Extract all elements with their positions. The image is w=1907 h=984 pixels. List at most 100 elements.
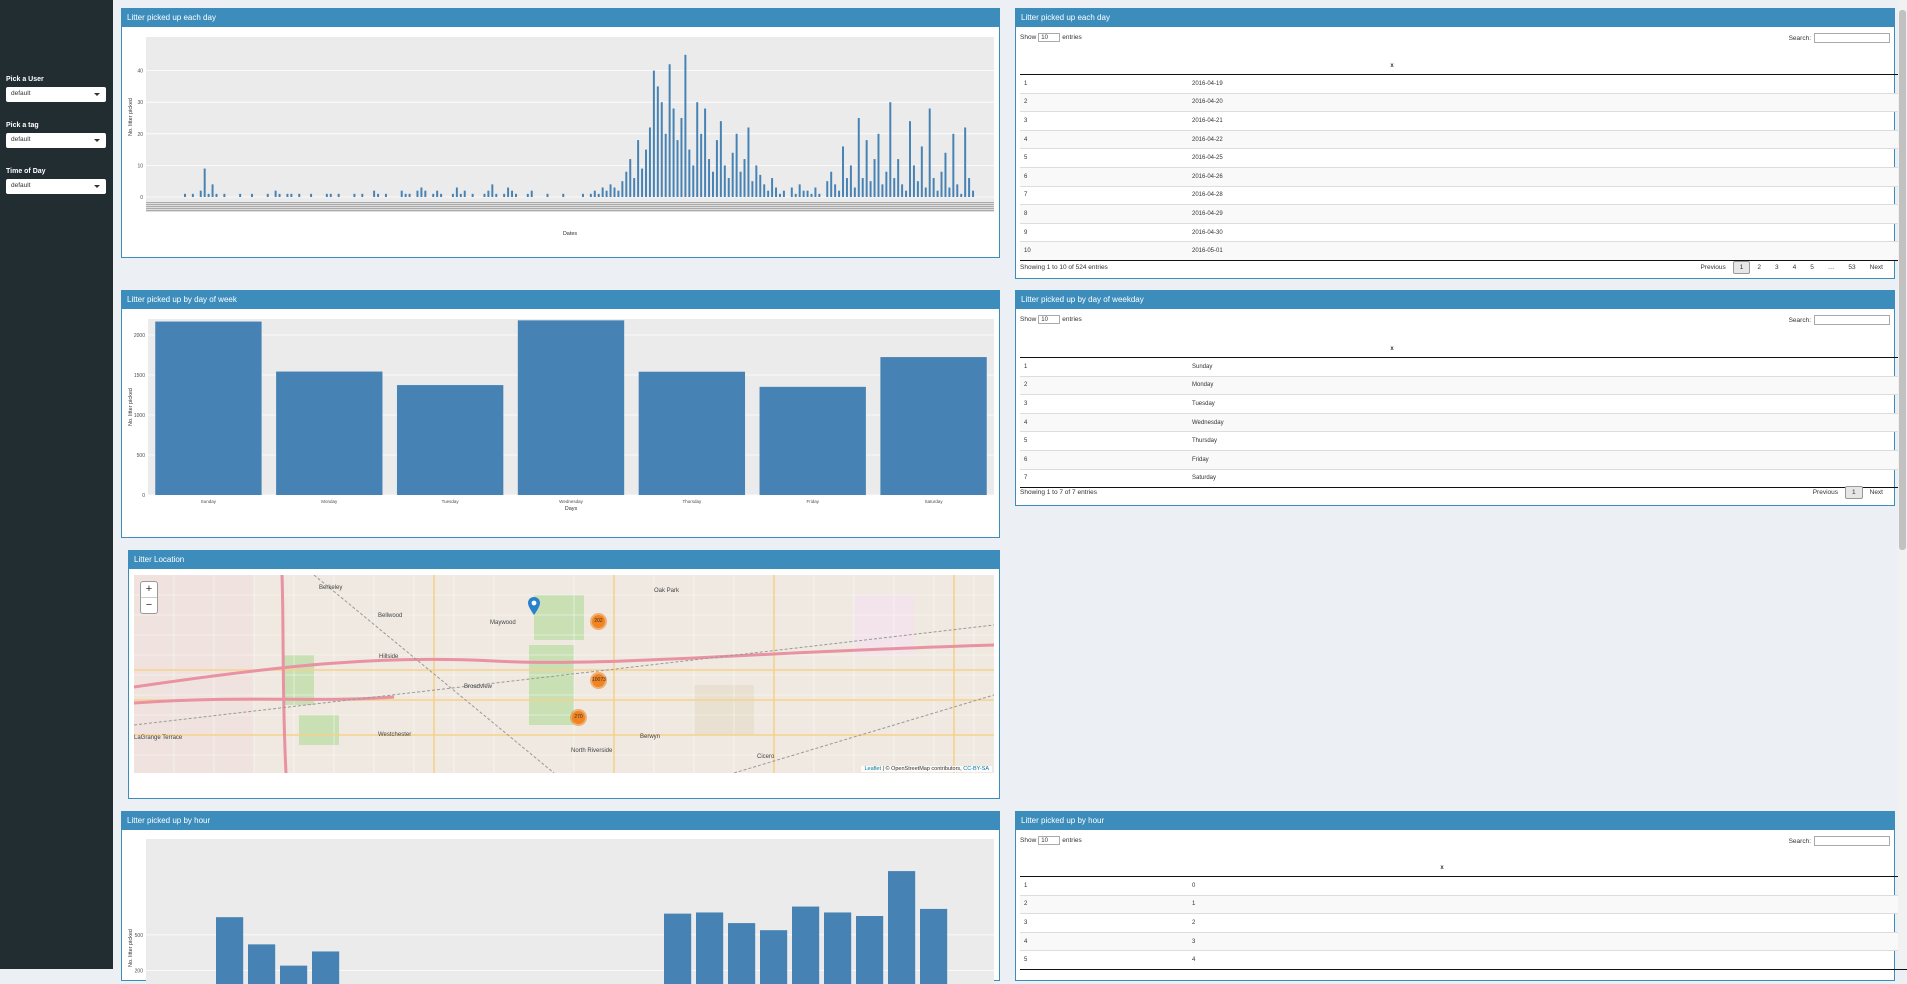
- table-cell: 7: [1020, 468, 1188, 489]
- table-cell: 5: [1020, 148, 1188, 168]
- length-select[interactable]: 10: [1038, 315, 1061, 324]
- daily-table-panel: Litter picked up each day Show 10 entries …: [1015, 8, 1907, 279]
- leaflet-link[interactable]: Leaflet: [864, 766, 881, 772]
- user-select-value: default: [11, 90, 31, 97]
- column-header[interactable]: [1020, 57, 1188, 75]
- table-cell: 5: [1596, 92, 1907, 112]
- table-cell: 4: [1020, 931, 1188, 951]
- dow-table-title: Litter picked up by day of weekday: [1016, 291, 1894, 309]
- page-button[interactable]: 2: [1757, 264, 1762, 271]
- map-title: Litter Location: [129, 551, 999, 569]
- map-marker-icon[interactable]: [528, 597, 540, 615]
- page-button[interactable]: 1: [1732, 261, 1751, 274]
- zoom-out-button[interactable]: −: [141, 597, 157, 613]
- table-cell: 10: [1596, 148, 1907, 168]
- map-place-label: Hillside: [379, 654, 399, 660]
- bar: [266, 193, 269, 197]
- page-button[interactable]: 1: [1845, 486, 1863, 499]
- bar: [416, 190, 419, 197]
- next-button[interactable]: Next: [1869, 264, 1883, 271]
- bar: [605, 190, 608, 197]
- column-header[interactable]: x: [1188, 859, 1696, 877]
- length-select[interactable]: 10: [1038, 33, 1061, 42]
- bar: [589, 193, 592, 197]
- license-link[interactable]: CC-BY-SA: [963, 766, 989, 772]
- bar: [298, 193, 301, 197]
- bar: [286, 193, 289, 197]
- show-label: Show: [1020, 34, 1037, 41]
- page-button[interactable]: 4: [1792, 264, 1797, 271]
- length-select[interactable]: 10: [1038, 836, 1061, 845]
- bar: [727, 178, 730, 197]
- table-cell: 33: [1596, 204, 1907, 224]
- map-cluster-marker[interactable]: 270: [570, 709, 587, 726]
- bar: [940, 171, 943, 197]
- table-cell: 2183: [1596, 412, 1907, 432]
- x-tick-label-band: [146, 206, 994, 208]
- page-button[interactable]: 5: [1810, 264, 1814, 271]
- bar: [155, 321, 262, 495]
- bar: [881, 184, 884, 197]
- x-axis-label: Dates: [563, 231, 578, 237]
- column-header[interactable]: freq: [1596, 340, 1907, 358]
- table-cell: 1: [1020, 74, 1188, 94]
- previous-button[interactable]: Previous: [1700, 264, 1726, 271]
- column-header[interactable]: x: [1188, 340, 1596, 358]
- bar: [932, 178, 935, 197]
- show-label: Show: [1020, 837, 1037, 844]
- map-cluster-marker[interactable]: 202: [590, 613, 607, 630]
- table-cell: 3: [1020, 913, 1188, 933]
- time-select[interactable]: default: [6, 179, 106, 194]
- search-label: Search:: [1788, 316, 1811, 324]
- x-tick-label: Saturday: [925, 499, 944, 504]
- column-header[interactable]: x: [1188, 57, 1596, 75]
- column-header[interactable]: freq: [1696, 859, 1907, 877]
- tag-select[interactable]: default: [6, 133, 106, 148]
- map-attribution: Leaflet | © OpenStreetMap contributors, …: [861, 766, 992, 772]
- user-select[interactable]: default: [6, 87, 106, 102]
- table-cell: 2: [1020, 92, 1188, 112]
- bar: [459, 193, 462, 197]
- table-cell: Saturday: [1188, 468, 1596, 489]
- bar: [956, 184, 959, 197]
- column-header[interactable]: [1020, 859, 1188, 877]
- map-cluster-marker[interactable]: 10073: [590, 672, 607, 689]
- bar: [408, 193, 411, 197]
- table-cell: 5: [1596, 74, 1907, 94]
- column-header[interactable]: freq: [1596, 57, 1907, 75]
- bar: [451, 193, 454, 197]
- search-input[interactable]: [1814, 315, 1890, 325]
- bar: [597, 193, 600, 197]
- dow-plot-area: [148, 319, 994, 495]
- bar: [739, 171, 742, 197]
- bar: [885, 171, 888, 197]
- table-cell: 237: [1696, 876, 1907, 896]
- table-cell: Sunday: [1188, 357, 1596, 377]
- litter-map[interactable]: + − Berkeley Bellwood Maywood Oak Park H…: [134, 575, 994, 773]
- search-input[interactable]: [1814, 836, 1890, 846]
- page-button[interactable]: 3: [1775, 264, 1779, 271]
- zoom-in-button[interactable]: +: [145, 583, 153, 595]
- bar: [377, 193, 380, 197]
- bar: [191, 193, 194, 197]
- table-cell: 7: [1596, 185, 1907, 205]
- x-tick-label: Sunday: [201, 499, 217, 504]
- table-controls: Show 10 entries Search:: [1020, 33, 1890, 45]
- next-button[interactable]: Next: [1869, 489, 1883, 496]
- dow-plot-title: Litter picked up by day of week: [122, 291, 999, 309]
- previous-button[interactable]: Previous: [1812, 489, 1838, 496]
- search-input[interactable]: [1814, 33, 1890, 43]
- page-button[interactable]: 53: [1848, 264, 1856, 271]
- page-scrollbar[interactable]: [1898, 0, 1907, 969]
- bar: [735, 133, 738, 197]
- table-cell: 5: [1020, 950, 1188, 970]
- table-cell: 1: [1596, 111, 1907, 131]
- bar: [530, 190, 533, 197]
- scroll-thumb[interactable]: [1899, 10, 1906, 550]
- column-header[interactable]: [1020, 340, 1188, 358]
